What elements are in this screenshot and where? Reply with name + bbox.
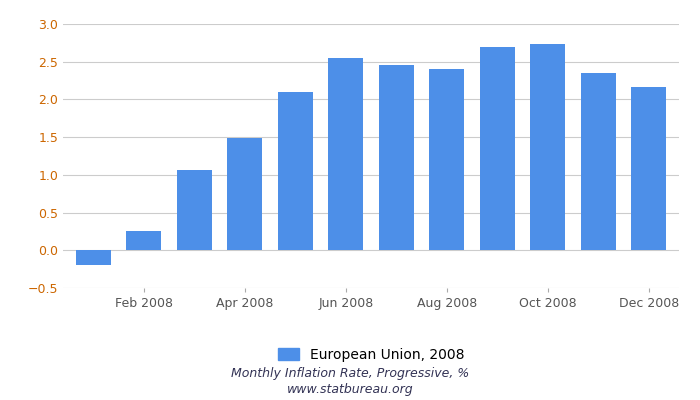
Bar [480,47,515,250]
Bar [379,65,414,250]
Text: www.statbureau.org: www.statbureau.org [287,384,413,396]
Bar [278,92,313,250]
Bar [530,44,566,250]
Bar [126,232,162,250]
Bar [429,68,464,250]
Bar [328,58,363,250]
Bar [580,73,616,250]
Legend: European Union, 2008: European Union, 2008 [272,342,470,368]
Bar [631,87,666,250]
Bar [227,138,262,250]
Bar [76,250,111,265]
Text: Monthly Inflation Rate, Progressive, %: Monthly Inflation Rate, Progressive, % [231,368,469,380]
Bar [176,170,212,250]
